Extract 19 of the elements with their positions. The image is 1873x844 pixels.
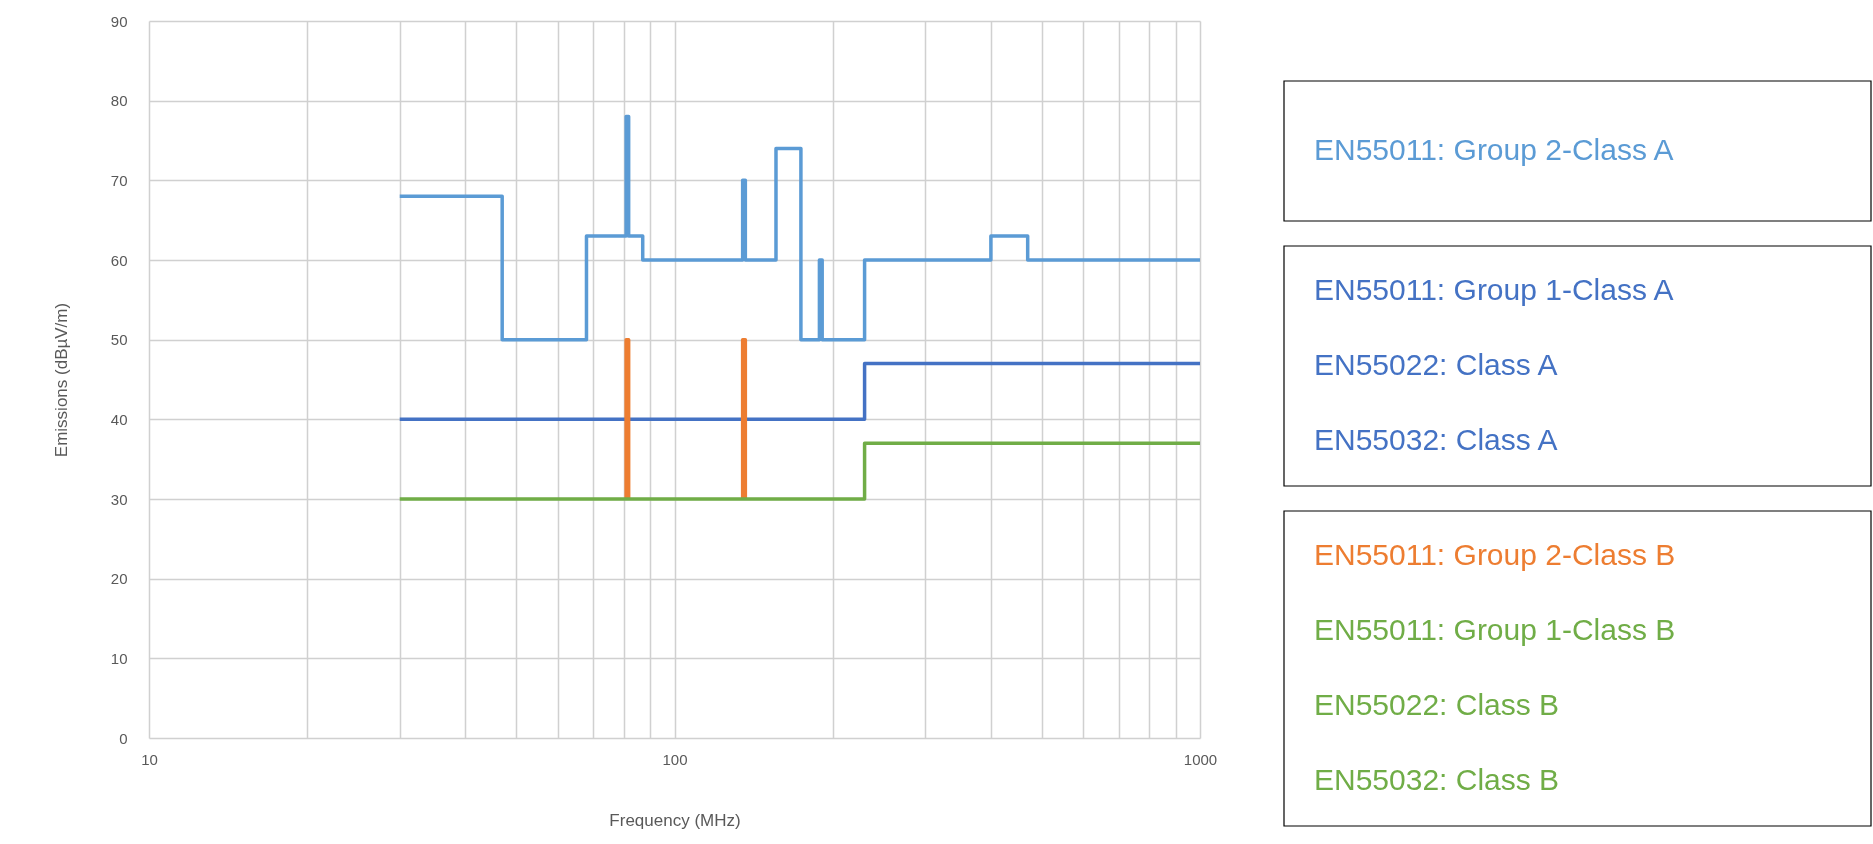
y-tick-label: 90 (110, 12, 128, 30)
y-tick-label: 50 (110, 331, 128, 349)
x-tick-label: 1000 (1183, 750, 1218, 768)
y-tick-label: 20 (110, 570, 128, 588)
y-tick-label: 80 (110, 92, 128, 110)
y-axis-title: Emissions (dBµV/m) (51, 302, 71, 458)
y-tick-label: 60 (110, 251, 128, 269)
x-tick-label: 100 (662, 750, 688, 768)
text: EN55011: Group 2-Class A (1314, 133, 1674, 166)
text: EN55011: Group 2-Class B (1314, 538, 1676, 571)
text: EN55011: Group 1-Class B EN55022: Class B EN55032: Class B (1314, 613, 1676, 796)
y-tick-label: 30 (110, 490, 128, 508)
y-tick-label: 10 (110, 649, 128, 667)
x-tick-label: 10 (141, 750, 158, 768)
x-axis-title: Frequency (MHz) (609, 810, 741, 830)
y-tick-label: 40 (110, 410, 128, 428)
y-tick-label: 70 (110, 171, 128, 189)
y-tick-label: 0 (119, 729, 128, 747)
text: EN55011: Group 1-Class A EN55022: Class A EN55032: Class A (1314, 273, 1674, 456)
